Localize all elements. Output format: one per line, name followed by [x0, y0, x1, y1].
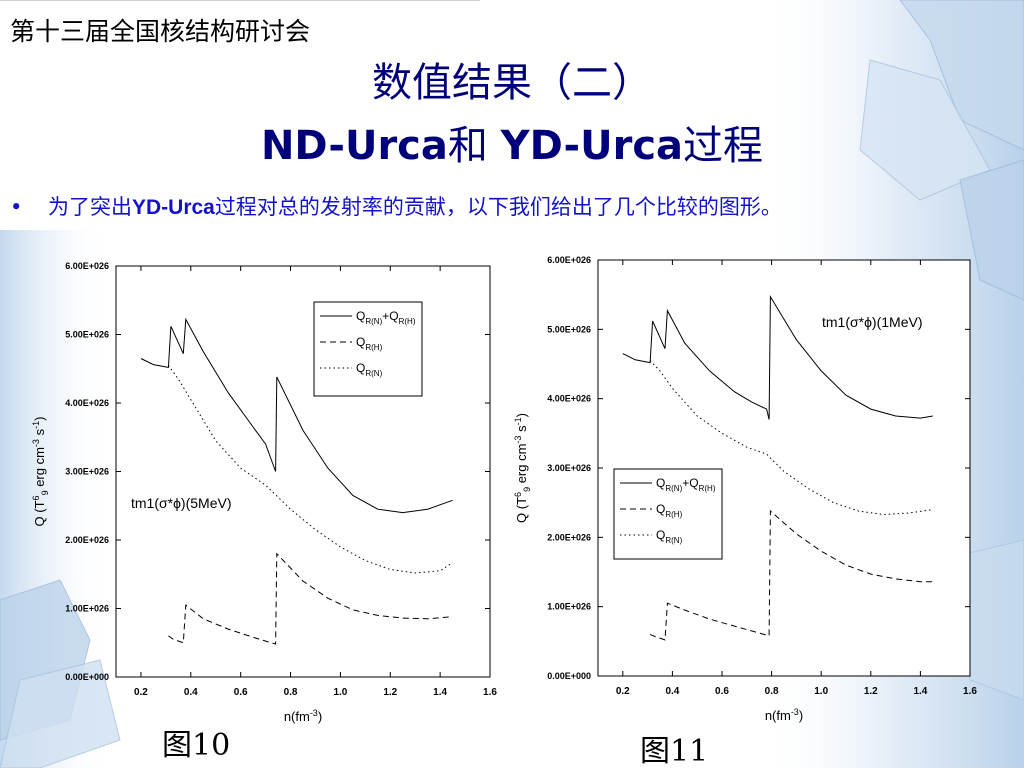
series-line-1 [649, 509, 933, 641]
legend-label-0: QR(N)+QR(H) [656, 476, 716, 493]
figure-11-caption: 图11 [640, 734, 709, 769]
series-line-2 [649, 360, 933, 516]
legend-box [313, 301, 423, 397]
slide-title: 数值结果（二） [372, 60, 652, 106]
y-axis-label: Q (T69 erg cm-3 s-1) [31, 417, 50, 527]
x-tick-label: 1.2 [383, 687, 397, 698]
y-tick-label: 3.00E+026 [65, 467, 109, 477]
bullet-icon: • [10, 195, 23, 219]
legend-label-2: QR(N) [356, 361, 383, 378]
bullet-point: • 为了突出YD-Urca过程对总的发射率的贡献，以下我们给出了几个比较的图形。 [10, 192, 970, 223]
series-line-2 [167, 365, 453, 574]
y-tick-label: 6.00E+026 [65, 261, 109, 271]
y-tick-label: 0.00E+000 [65, 672, 109, 682]
x-tick-label: 1.0 [814, 686, 828, 697]
figure-10-caption: 图10 [162, 728, 231, 763]
y-tick-label: 5.00E+026 [65, 330, 109, 340]
x-tick-label: 1.4 [913, 686, 927, 697]
series-line-1 [168, 552, 453, 645]
conference-name: 第十三届全国核结构研讨会 [10, 17, 311, 46]
slide-subtitle: ND-Urca和 YD-Urca过程 [0, 113, 1024, 171]
x-axis-label: n(fm-3) [284, 708, 322, 724]
subtitle-nd-urca: ND-Urca [260, 123, 448, 169]
x-tick-label: 1.2 [864, 686, 878, 697]
chart-annotation: tm1(σ*ϕ)(1MeV) [822, 314, 923, 330]
x-tick-label: 0.2 [616, 686, 630, 697]
chart-figure-10: 0.00E+000 1.00E+026 2.00E+026 3.00E+026 4.00… [31, 261, 497, 724]
y-tick-label: 6.00E+026 [547, 255, 591, 265]
y-tick-label: 1.00E+026 [547, 602, 591, 612]
legend-label-1: QR(H) [656, 502, 683, 519]
y-tick-label: 4.00E+026 [65, 398, 109, 408]
x-tick-label: 1.6 [483, 687, 497, 698]
x-tick-label: 1.4 [433, 687, 447, 698]
legend-label-2: QR(N) [656, 528, 683, 545]
x-tick-label: 1.6 [963, 686, 977, 697]
legend-label-1: QR(H) [356, 335, 383, 352]
subtitle-and: 和 [447, 123, 501, 169]
y-tick-label: 3.00E+026 [547, 463, 591, 473]
subtitle-process: 过程 [683, 123, 764, 169]
y-tick-label: 0.00E+000 [547, 671, 591, 681]
y-tick-label: 2.00E+026 [65, 535, 109, 545]
subtitle-yd-urca: YD-Urca [500, 123, 684, 169]
bullet-keyword: YD-Urca [132, 196, 215, 219]
x-tick-label: 0.2 [134, 687, 148, 698]
bullet-text-a: 为了突出 [48, 195, 132, 219]
legend-box [613, 468, 723, 560]
y-tick-label: 2.00E+026 [547, 532, 591, 542]
series-line-0 [140, 317, 453, 514]
x-tick-label: 0.6 [715, 686, 729, 697]
series-line-0 [622, 294, 933, 420]
chart-annotation: tm1(σ*ϕ)(5MeV) [131, 495, 232, 511]
chart-figure-11: 0.00E+000 1.00E+026 2.00E+026 3.00E+026 4.00… [513, 255, 977, 723]
plot-frame [115, 265, 491, 678]
y-tick-label: 1.00E+026 [65, 604, 109, 614]
bullet-text-b: 过程对总的发射率的贡献，以下我们给出了几个比较的图形。 [214, 195, 782, 219]
plot-frame [597, 259, 971, 677]
y-tick-label: 5.00E+026 [547, 324, 591, 334]
y-axis-label: Q (T69 erg cm-3 s-1) [513, 413, 532, 523]
x-tick-label: 0.6 [234, 687, 248, 698]
y-tick-label: 4.00E+026 [547, 394, 591, 404]
x-tick-label: 0.4 [184, 687, 198, 698]
x-axis-label: n(fm-3) [765, 707, 803, 723]
x-tick-label: 0.8 [765, 686, 779, 697]
x-tick-label: 0.4 [665, 686, 679, 697]
legend-label-0: QR(N)+QR(H) [356, 309, 416, 326]
x-tick-label: 1.0 [333, 687, 347, 698]
x-tick-label: 0.8 [284, 687, 298, 698]
